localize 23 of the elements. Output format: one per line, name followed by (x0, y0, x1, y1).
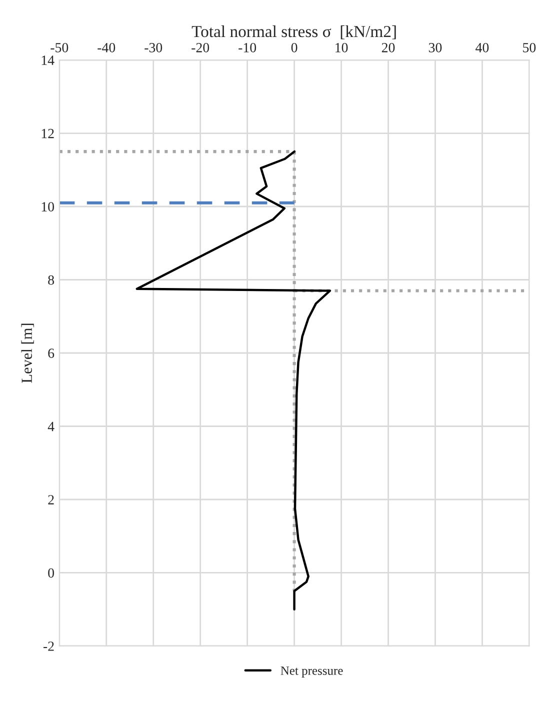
x-tick-label: -30 (144, 42, 162, 52)
x-tick-label: 10 (336, 42, 348, 52)
x-tick-label: 30 (428, 42, 442, 52)
x-tick-label: 50 (523, 42, 536, 52)
y-tick-label: 10 (42, 202, 54, 212)
x-tick-label: -10 (238, 42, 256, 52)
x-tick-label: 40 (476, 42, 489, 52)
x-tick-label: -50 (50, 42, 68, 52)
y-tick-label: -2 (43, 642, 54, 651)
y-tick-label: 8 (48, 275, 54, 285)
x-tick-label: -40 (98, 42, 116, 52)
y-axis-title: Level [m] (21, 324, 34, 383)
x-tick-label: -20 (192, 42, 210, 52)
x-tick-label: 0 (291, 42, 298, 52)
legend-label: Net pressure (280, 666, 343, 678)
y-tick-label: 6 (48, 348, 54, 358)
x-axis-title: Total normal stress σ [kN/m2] (192, 25, 396, 40)
y-tick-label: 2 (48, 495, 54, 504)
y-tick-label: 0 (48, 568, 54, 578)
y-tick-label: 4 (48, 422, 54, 432)
y-tick-label: 14 (42, 56, 54, 65)
y-tick-label: 12 (42, 128, 54, 138)
x-tick-label: 20 (382, 42, 395, 52)
